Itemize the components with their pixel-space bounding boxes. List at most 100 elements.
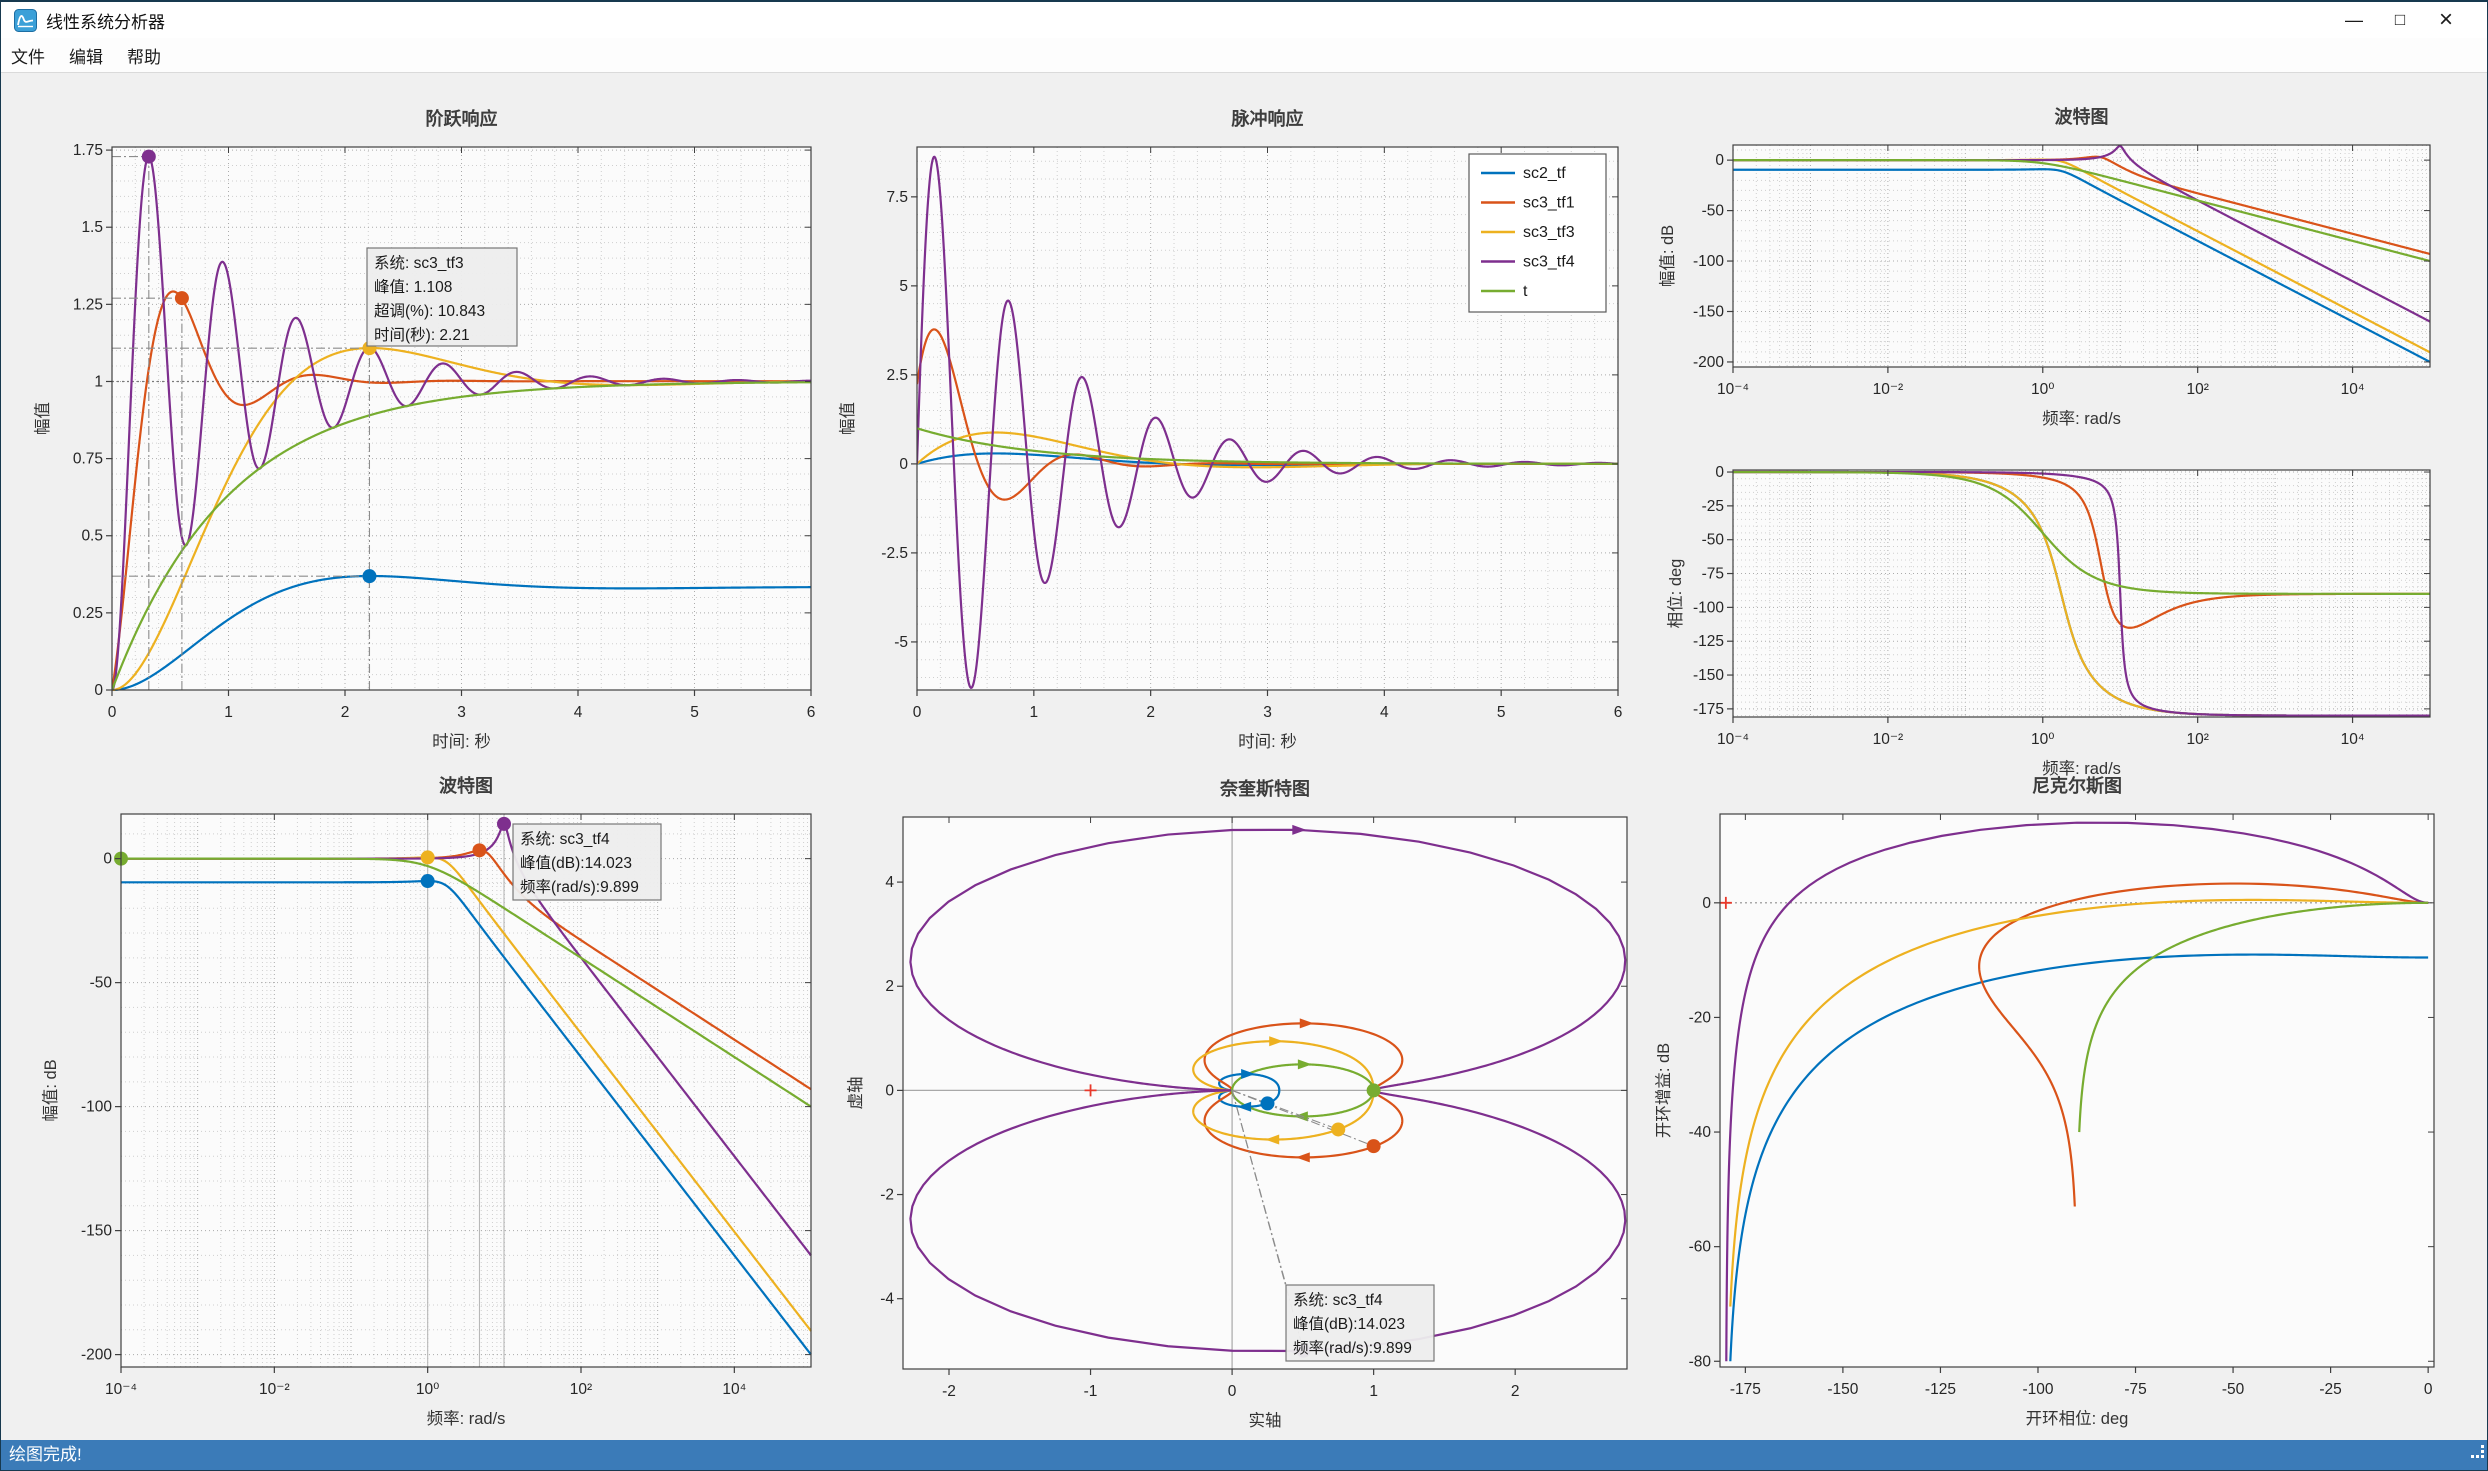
nyquist-ytick: -4 [880,1291,894,1308]
bodephase_top-xtick: 10⁴ [2341,731,2365,748]
impulse-curve-t[interactable] [917,427,1618,465]
step-xtick: 3 [457,704,466,721]
nyquist-marker-sc3_tf3[interactable] [1331,1122,1346,1137]
step-ytick: 1.5 [81,219,103,236]
nyquist-marker-sc2_tf[interactable] [1260,1096,1275,1111]
step-marker-sc3_tf4[interactable] [141,149,156,164]
maximize-button[interactable]: □ [2394,10,2406,29]
step-xtick: 4 [574,704,583,721]
nyquist-arrow-sc2_tf [1237,1101,1252,1112]
impulse-curve-sc3_tf4[interactable] [917,155,1619,690]
bodemag_bot-curve-t[interactable] [121,857,812,1108]
step-ylabel: 幅值 [33,402,52,435]
nichols-axes-box [1719,813,2435,1368]
bodephase_top-ytick: -25 [1702,498,1724,515]
bodemag_top-curve-t[interactable] [1733,159,2431,263]
nichols-xtick: -75 [2124,1381,2146,1398]
bodemag_bot-datatip[interactable] [512,823,662,901]
nyquist-xlabel: 实轴 [1249,1411,1282,1430]
nyquist-ylabel: 虚轴 [846,1077,865,1110]
bodemag_bot-ytick: 0 [103,851,112,868]
nichols-xtick: -175 [1730,1381,1761,1398]
step-curve-sc2_tf[interactable] [112,574,812,691]
step-ytick: 1.75 [73,142,103,159]
step-datatip[interactable] [366,247,518,347]
bodemag_bot-marker-sc3_tf1[interactable] [472,843,487,858]
bodemag_top-xtick: 10⁻⁴ [1717,381,1749,398]
impulse-ytick: 0 [899,456,908,473]
bodemag_bot-datatip-line: 峰值(dB):14.023 [520,854,632,872]
step-datatip-line: 系统: sc3_tf3 [374,254,464,272]
step-xtick: 0 [108,704,117,721]
nichols-xlabel: 开环相位: deg [2026,1409,2129,1428]
impulse-ylabel: 幅值 [838,402,857,435]
step-ytick: 0.5 [81,528,103,545]
impulse-xtick: 4 [1380,704,1389,721]
nichols-xtick: -150 [1827,1381,1858,1398]
menu-help[interactable]: 帮助 [127,47,161,67]
legend-label-sc3_tf1: sc3_tf1 [1523,195,1575,212]
nichols-ylabel: 开环增益: dB [1654,1043,1673,1138]
nyquist-arrow-t [1293,1111,1308,1122]
step-marker-sc2_tf[interactable] [362,569,377,584]
nichols-xtick: -50 [2222,1381,2245,1398]
nichols-ytick: -80 [1689,1353,1712,1370]
resize-grip[interactable] [2471,1439,2485,1468]
bodemag_bot-curve-sc2_tf[interactable] [121,879,812,1356]
nyquist-marker-sc3_tf1[interactable] [1366,1139,1381,1154]
bodemag_bot-datatip-line: 系统: sc3_tf4 [520,830,610,848]
nyquist-marker-t[interactable] [1366,1083,1381,1098]
nyquist-xtick: -2 [942,1383,956,1400]
bodephase_top-ytick: -75 [1702,566,1724,583]
step-ytick: 0 [94,682,103,699]
bodemag_top-plot-area[interactable] [1733,145,2430,367]
step-xtick: 1 [224,704,233,721]
bodemag_bot-xtick: 10² [570,1381,592,1398]
menu-edit[interactable]: 编辑 [69,47,103,67]
step-xtick: 5 [690,704,699,721]
nyquist-xtick: 1 [1369,1383,1378,1400]
bodemag_bot-ytick: -200 [81,1347,112,1364]
bodemag_bot-plot-area[interactable] [121,814,811,1367]
bodephase_top-curve-t[interactable] [1733,470,2430,595]
close-button[interactable]: × [2438,6,2453,33]
bodephase_top-xtick: 10⁻⁴ [1717,731,1749,748]
nyquist-ytick: 4 [885,874,894,891]
nichols-curve-t[interactable] [2078,901,2429,1133]
nichols-ytick: 0 [1702,895,1711,912]
nyquist-datatip[interactable] [1285,1284,1435,1362]
nyquist-arrow-sc3_tf3 [1265,1134,1280,1145]
nichols-xtick: -125 [1925,1381,1956,1398]
window-title: 线性系统分析器 [46,12,165,32]
titlebar[interactable]: 线性系统分析器 — □ × [1,2,2487,38]
nichols-xtick: -100 [2022,1381,2053,1398]
impulse-xtick: 5 [1497,704,1506,721]
step-marker-sc3_tf1[interactable] [174,291,189,306]
status-text: 绘图完成! [9,1445,82,1464]
nyquist-arrow-sc3_tf3 [1269,1036,1284,1047]
nichols-xtick: 0 [2424,1381,2433,1398]
bodemag_top-ytick: -150 [1693,304,1724,321]
step-ytick: 1.25 [73,296,103,313]
impulse-ytick: -2.5 [881,545,908,562]
nyquist-arrow-t [1297,1059,1312,1070]
bodemag_bot-marker-sc2_tf[interactable] [420,874,435,889]
step-ytick: 1 [94,373,103,390]
bodephase_top-ytick: -50 [1702,532,1725,549]
nichols-plot-area[interactable] [1720,814,2434,1367]
step-ytick: 0.75 [73,451,103,468]
nichols-curve-sc2_tf[interactable] [1729,953,2429,1362]
bodemag_bot-marker-sc3_tf3[interactable] [420,850,435,865]
step-curve-t[interactable] [112,381,812,691]
minimize-button[interactable]: — [2345,9,2363,30]
step-plot-area[interactable] [112,147,811,690]
bodemag_bot-marker-sc3_tf4[interactable] [496,816,511,831]
bodemag_top-curve-sc2_tf[interactable] [1733,168,2431,363]
step-datatip-line: 超调(%): 10.843 [374,302,485,320]
bodephase_top-ytick: -125 [1693,633,1724,650]
bodemag_top-xtick: 10⁰ [2031,381,2054,398]
bodemag_top-title: 波特图 [2055,106,2109,127]
menu-file[interactable]: 文件 [11,47,45,67]
nyquist-plot-area[interactable] [903,817,1627,1369]
bodemag_top-xlabel: 频率: rad/s [2042,409,2121,428]
